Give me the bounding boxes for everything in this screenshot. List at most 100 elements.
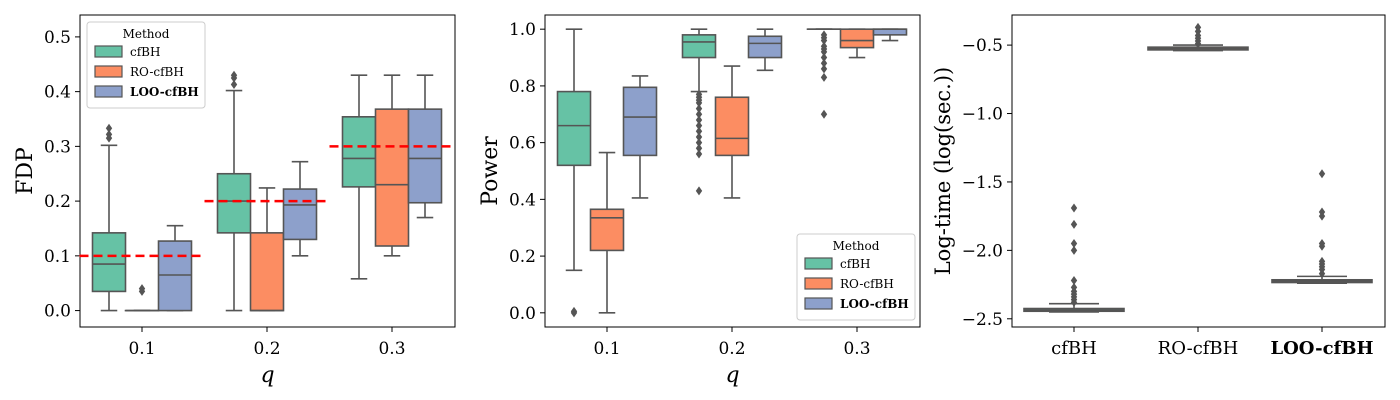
x-tick-label: 0.2 — [718, 339, 745, 359]
power-chart: 0.0 0.2 0.4 0.6 0.8 1.0 Power 0.1 0.2 0.3 q Method c… — [478, 14, 921, 388]
x-tick-label: LOO-cfBH — [1270, 338, 1373, 359]
legend-swatch — [804, 277, 833, 290]
y-tick-label: 0.1 — [44, 247, 71, 267]
box-cfBH-q0.1-outlier — [570, 306, 578, 316]
box-cfBH-outlier — [1070, 282, 1078, 292]
box-LOO-cfBH-outlier — [1318, 207, 1326, 217]
box-cfBH-q0.3-outlier — [820, 72, 828, 82]
box-cfBH-q0.1-box — [91, 232, 127, 293]
box-cfBH — [1023, 203, 1125, 313]
box-LOO-cfBH-q0.3-box — [407, 108, 443, 204]
x-axis-label: q — [260, 363, 274, 388]
box-cfBH-q0.1 — [556, 28, 592, 318]
box-RO-cfBH-q0.2 — [249, 187, 285, 312]
legend-label: LOO-cfBH — [130, 85, 199, 99]
box-cfBH-q0.3-outlier — [820, 53, 828, 63]
box-cfBH-q0.2-outlier — [695, 104, 703, 114]
box-cfBH-q0.3 — [341, 74, 377, 280]
box-LOO-cfBH-q0.3 — [407, 74, 443, 219]
legend-swatch — [804, 297, 833, 310]
x-axis-label: q — [725, 363, 739, 388]
y-tick-label: −2.0 — [962, 241, 1003, 261]
legend-swatch — [94, 45, 123, 58]
y-tick-label: 0.6 — [509, 134, 536, 154]
box-cfBH-q0.1 — [91, 123, 127, 312]
box-LOO-cfBH-q0.1 — [622, 75, 658, 199]
box-RO-cfBH-q0.1 — [124, 284, 160, 312]
x-tick-label: RO-cfBH — [1158, 338, 1239, 359]
box-cfBH-q0.2-box — [216, 172, 252, 234]
y-axis-label: Log-time (log(sec.)) — [931, 67, 955, 276]
box-cfBH-q0.2-outlier — [695, 132, 703, 142]
box-LOO-cfBH-outlier — [1318, 256, 1326, 266]
box-RO-cfBH-q0.3-box — [839, 28, 875, 49]
box-cfBH-q0.3-outlier — [820, 47, 828, 57]
box-cfBH-q0.2-outlier — [695, 186, 703, 196]
box-cfBH-q0.3-outlier — [820, 109, 828, 119]
box-cfBH-q0.2-outlier — [695, 149, 703, 159]
box-LOO-cfBH-q0.2-box — [747, 35, 783, 59]
box-RO-cfBH-q0.3 — [374, 74, 410, 257]
box-RO-cfBH-q0.1 — [589, 151, 625, 314]
box-LOO-cfBH — [1271, 169, 1373, 285]
box-RO-cfBH-outlier — [1194, 22, 1202, 32]
legend-title: Method — [833, 239, 880, 253]
box-RO-cfBH-q0.2-box — [714, 96, 750, 157]
box-LOO-cfBH-q0.3 — [872, 28, 908, 42]
legend-label: cfBH — [130, 45, 160, 59]
box-cfBH-q0.2-box — [681, 34, 717, 59]
y-tick-label: 1.0 — [509, 20, 536, 40]
box-LOO-cfBH-outlier — [1318, 169, 1326, 179]
x-tick-label: 0.3 — [378, 339, 405, 359]
box-LOO-cfBH-q0.1 — [157, 224, 193, 312]
box-LOO-cfBH-q0.2 — [282, 160, 318, 257]
box-cfBH-q0.2 — [216, 70, 252, 312]
time-chart: −2.5 −2.0 −1.5 −1.0 −0.5 Log-time (log(sec.))… — [931, 14, 1386, 359]
box-cfBH-q0.2-outlier — [695, 121, 703, 131]
box-LOO-cfBH-q0.2 — [747, 28, 783, 72]
box-LOO-cfBH-outlier — [1318, 239, 1326, 249]
box-cfBH-outlier — [1070, 219, 1078, 229]
box-cfBH-q0.2-outlier — [695, 109, 703, 119]
box-RO-cfBH — [1147, 22, 1249, 52]
legend-title: Method — [123, 27, 170, 41]
box-cfBH-q0.2-outlier — [230, 70, 238, 80]
box-cfBH-q0.2 — [681, 28, 717, 196]
box-cfBH-q0.2-outlier — [230, 80, 238, 90]
box-LOO-cfBH-q0.1-box — [622, 86, 658, 157]
box-cfBH-q0.3 — [806, 28, 842, 119]
box-RO-cfBH-q0.2 — [714, 65, 750, 199]
box-cfBH-q0.3-outlier — [820, 64, 828, 74]
box-cfBH-q0.1-outlier — [105, 123, 113, 133]
y-tick-label: −1.5 — [962, 173, 1003, 193]
box-cfBH-outlier — [1070, 239, 1078, 249]
x-tick-label: 0.2 — [253, 339, 280, 359]
box-cfBH-outlier — [1070, 275, 1078, 285]
box-LOO-cfBH-q0.2-box — [282, 188, 318, 241]
x-tick-label: 0.1 — [593, 339, 620, 359]
box-cfBH-q0.1-box — [556, 90, 592, 167]
x-tick-label: 0.1 — [128, 339, 155, 359]
box-cfBH-outlier — [1070, 203, 1078, 213]
y-tick-label: −0.5 — [962, 36, 1003, 56]
box-cfBH-q0.3-outlier — [820, 58, 828, 68]
box-RO-cfBH-q0.1-outlier — [138, 284, 146, 294]
box-cfBH-q0.1-outlier — [105, 129, 113, 139]
legend-swatch — [94, 85, 123, 98]
box-RO-cfBH-q0.1-box — [589, 208, 625, 252]
legend-label: cfBH — [840, 257, 870, 271]
box-cfBH-outlier — [1070, 245, 1078, 255]
y-tick-label: 0.3 — [44, 137, 71, 157]
y-tick-label: −1.0 — [962, 105, 1003, 125]
box-cfBH-q0.2-outlier — [695, 126, 703, 136]
y-tick-label: 0.8 — [509, 77, 536, 97]
y-axis-label: FDP — [13, 147, 38, 195]
y-axis-label: Power — [478, 136, 503, 206]
y-tick-label: 0.2 — [509, 247, 536, 267]
box-cfBH-q0.2-outlier — [695, 115, 703, 125]
y-tick-label: 0.4 — [44, 83, 71, 103]
box-cfBH-q0.3-box — [341, 116, 377, 188]
y-tick-label: 0.0 — [509, 304, 536, 324]
box-RO-cfBH-q0.3-box — [374, 108, 410, 247]
